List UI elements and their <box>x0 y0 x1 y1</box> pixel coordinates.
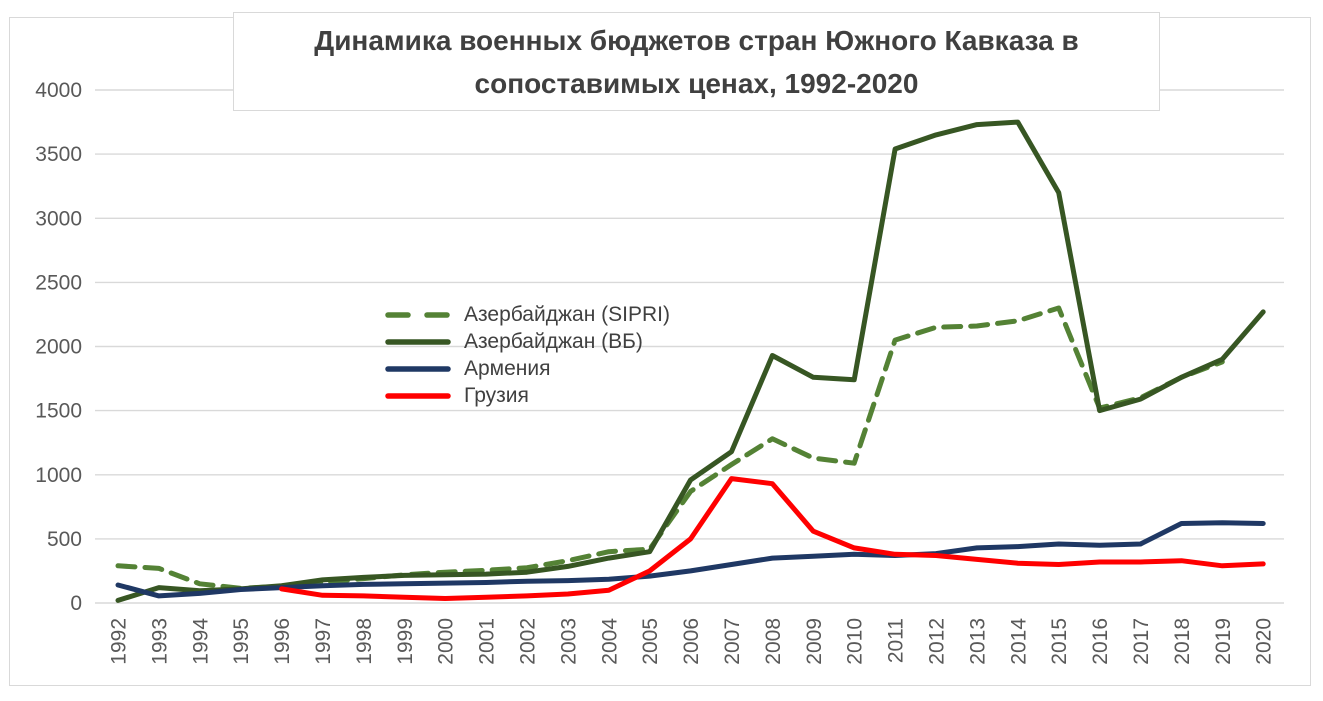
legend-item: Азербайджан (SIPRI) <box>385 301 670 328</box>
legend-swatch <box>385 365 451 372</box>
legend-item: Армения <box>385 355 670 382</box>
legend-label: Грузия <box>464 383 529 407</box>
series-line-solid <box>279 476 1266 601</box>
x-axis-tick-label: 1998 <box>353 618 376 665</box>
x-axis-tick-label: 2001 <box>476 618 499 665</box>
y-axis-tick-label: 2500 <box>35 271 82 294</box>
x-axis-tick-label: 2007 <box>721 618 744 665</box>
x-axis-tick-label: 2006 <box>680 618 703 665</box>
x-axis-tick-label: 2016 <box>1089 618 1112 665</box>
x-axis-tick-label: 1995 <box>230 618 253 665</box>
x-axis-tick-label: 2020 <box>1253 618 1276 665</box>
x-axis-tick-label: 2009 <box>803 618 826 665</box>
x-axis-tick-label: 2013 <box>966 618 989 665</box>
series-line-solid <box>115 119 1266 603</box>
y-axis-tick-label: 0 <box>70 592 82 615</box>
x-axis-tick-label: 2015 <box>1048 618 1071 665</box>
x-axis-tick-label: 2004 <box>598 618 621 665</box>
x-axis-tick-label: 2008 <box>762 618 785 665</box>
x-axis-tick-label: 2011 <box>885 618 908 663</box>
x-axis-tick-label: 2005 <box>639 618 662 665</box>
y-axis-tick-label: 1000 <box>35 464 82 487</box>
legend: Азербайджан (SIPRI) Азербайджан (ВБ) Армен… <box>385 301 670 409</box>
y-axis-tick-label: 3500 <box>35 143 82 166</box>
x-axis-tick-label: 1997 <box>312 618 335 665</box>
x-axis-tick-label: 1994 <box>189 618 212 665</box>
x-axis-tick-label: 2014 <box>1007 618 1030 665</box>
x-axis-tick-label: 2010 <box>844 618 867 665</box>
x-axis-tick-label: 2000 <box>435 618 458 665</box>
legend-swatch <box>385 392 451 399</box>
legend-swatch <box>385 311 451 318</box>
legend-label: Армения <box>464 356 551 380</box>
y-axis-tick-label: 3000 <box>35 207 82 230</box>
x-axis-tick-label: 1996 <box>271 618 294 665</box>
y-axis-tick-label: 500 <box>47 528 82 551</box>
x-axis-tick-label: 2003 <box>557 618 580 665</box>
chart-title: Динамика военных бюджетов стран Южного К… <box>233 12 1160 111</box>
x-axis-tick-label: 2018 <box>1171 618 1194 665</box>
series-line-solid <box>115 520 1266 599</box>
x-axis-tick-label: 2002 <box>517 618 540 665</box>
x-axis-tick-label: 2019 <box>1212 618 1235 665</box>
y-axis-tick-label: 4000 <box>35 79 82 102</box>
chart-title-line2: сопоставимых ценах, 1992-2020 <box>474 67 919 99</box>
x-axis-tick-label: 2017 <box>1130 618 1153 665</box>
legend-label: Азербайджан (SIPRI) <box>464 302 670 326</box>
legend-swatch <box>385 338 451 345</box>
legend-label: Азербайджан (ВБ) <box>464 329 643 353</box>
x-axis-tick-label: 2012 <box>926 618 949 665</box>
x-axis-tick-label: 1992 <box>108 618 131 665</box>
x-axis-tick-label: 1993 <box>148 618 171 665</box>
legend-item: Грузия <box>385 382 670 409</box>
y-axis-tick-label: 2000 <box>35 336 82 359</box>
y-axis-tick-label: 1500 <box>35 400 82 423</box>
legend-item: Азербайджан (ВБ) <box>385 328 670 355</box>
chart-title-line1: Динамика военных бюджетов стран Южного К… <box>314 24 1079 56</box>
x-axis-tick-label: 1999 <box>394 618 417 665</box>
